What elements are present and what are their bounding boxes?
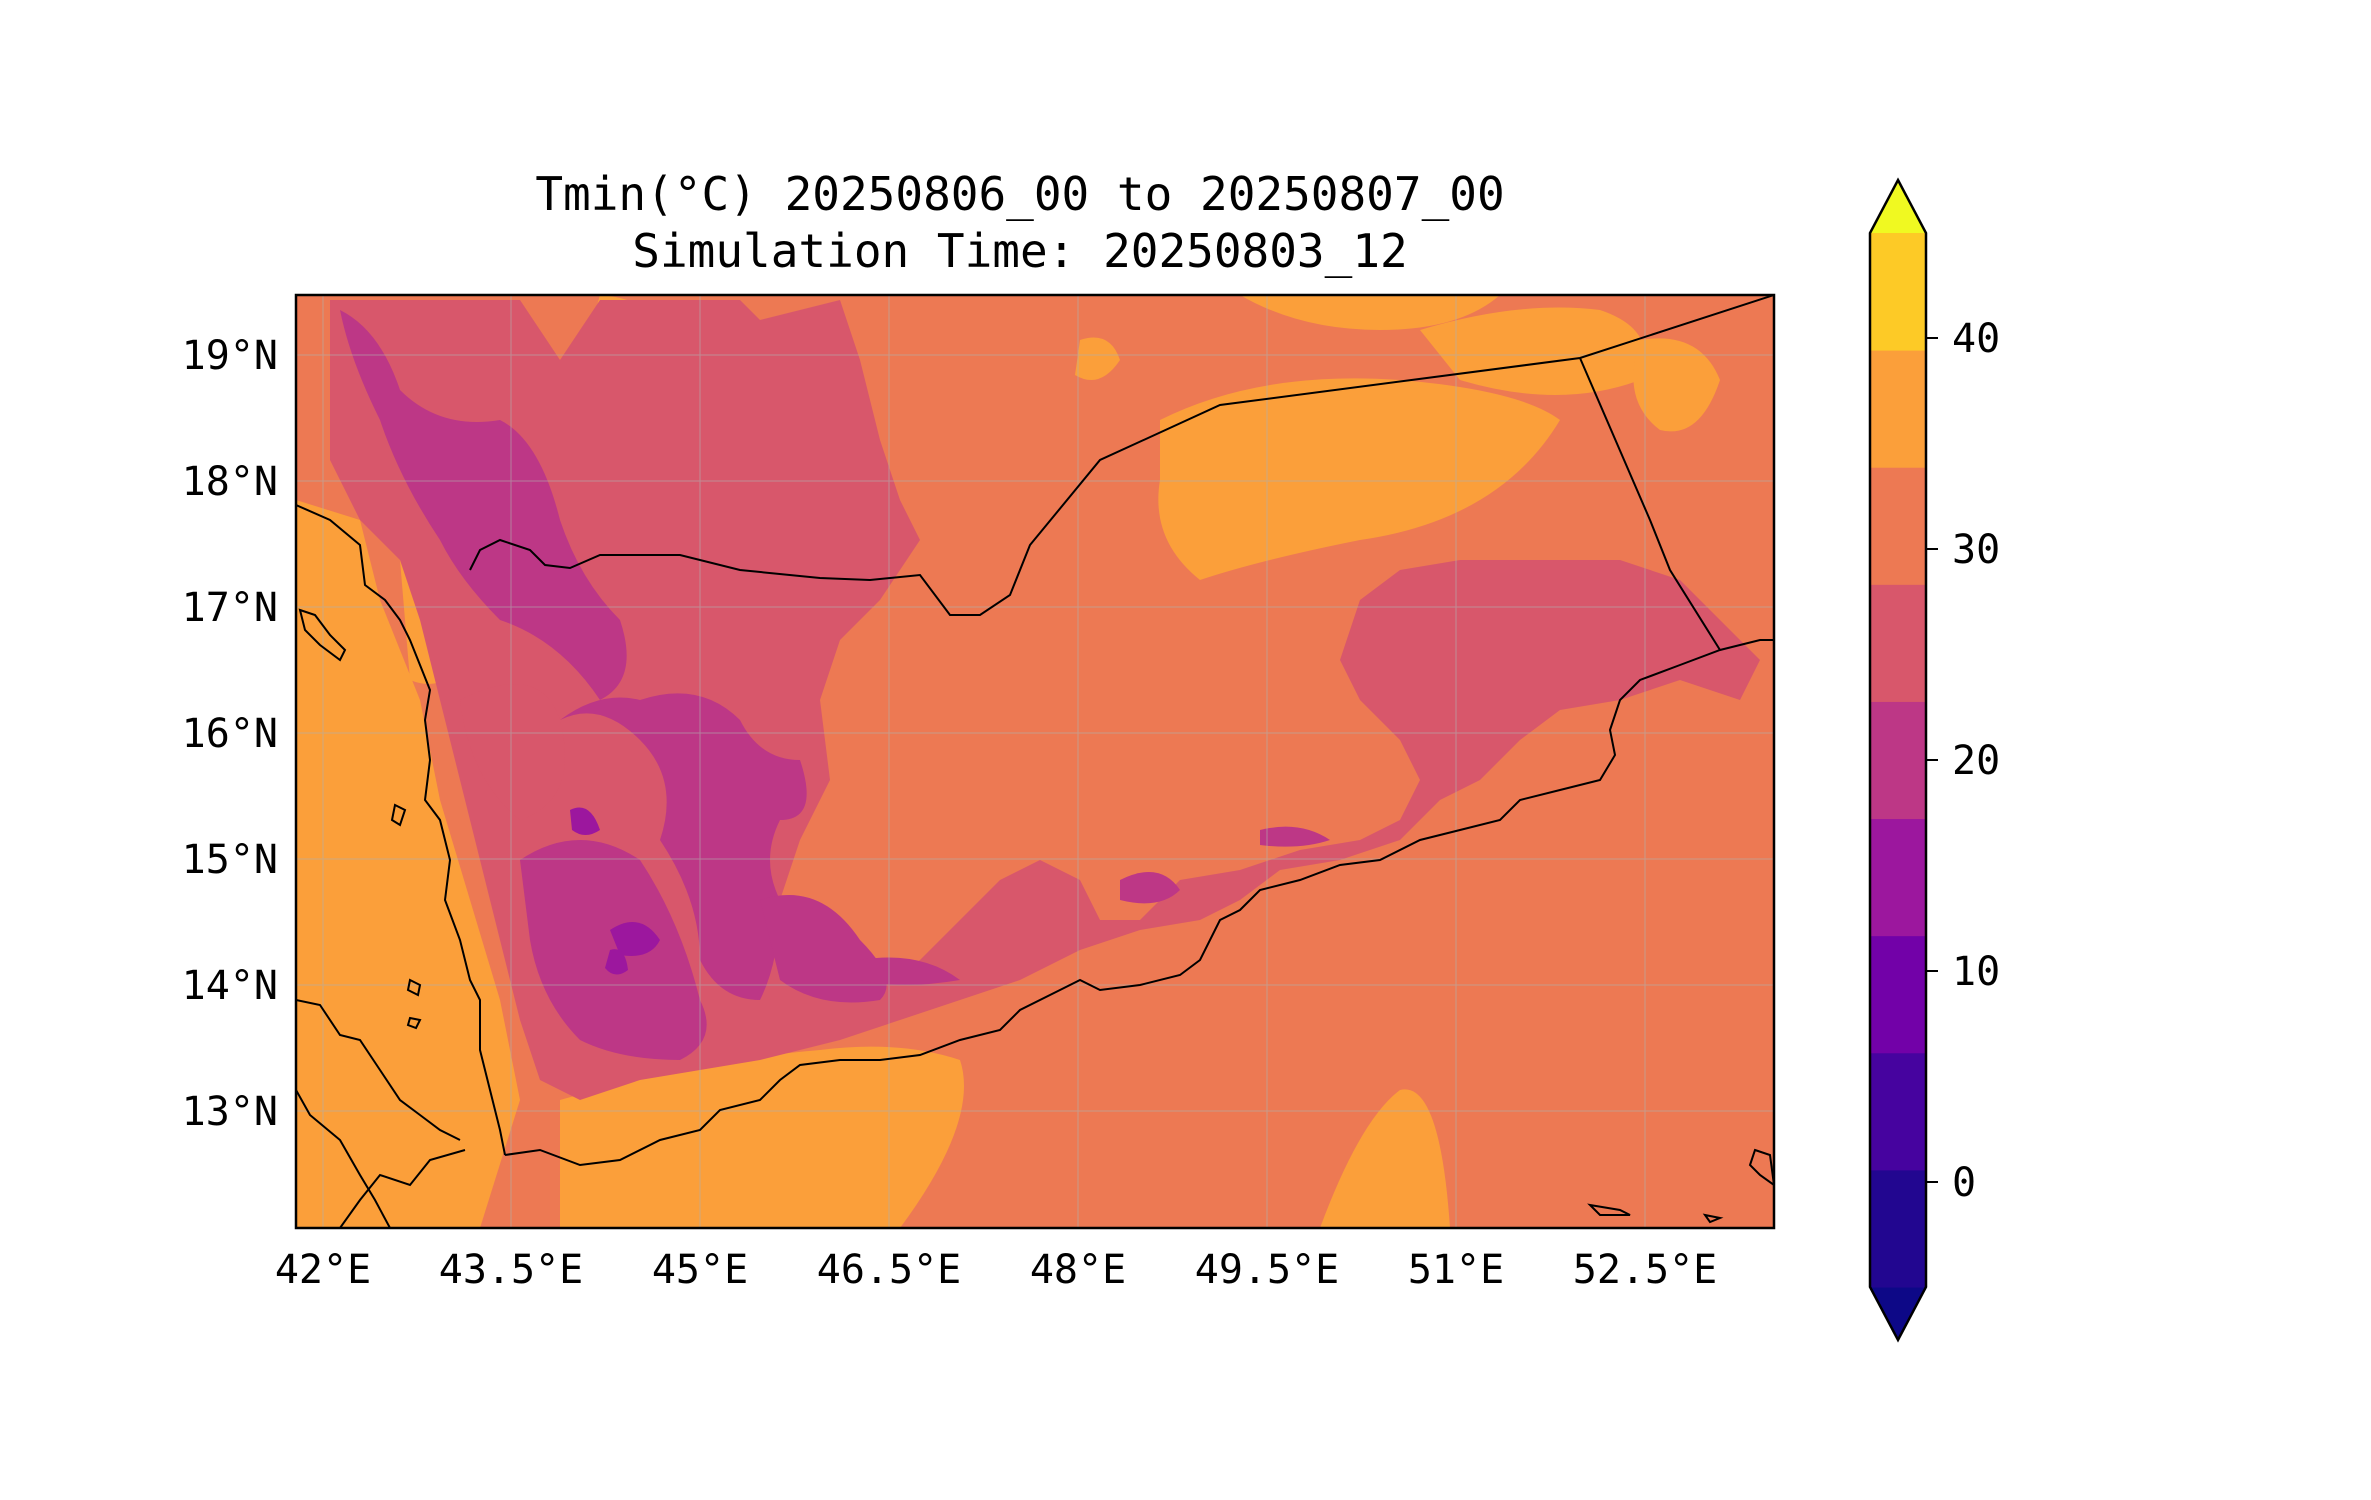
x-tick-label: 45°E bbox=[652, 1247, 748, 1293]
colorbar-outline bbox=[1868, 177, 1928, 1343]
x-tick-label: 46.5°E bbox=[817, 1247, 962, 1293]
title-line-1: Tmin(°C) 20250806_00 to 20250807_00 bbox=[535, 167, 1504, 221]
y-axis-ticks: 19°N 18°N 17°N 16°N 15°N 14°N 13°N bbox=[182, 333, 278, 1135]
y-tick-label: 13°N bbox=[182, 1089, 278, 1135]
x-tick-label: 48°E bbox=[1030, 1247, 1126, 1293]
colorbar-segment bbox=[1870, 584, 1926, 702]
y-tick-label: 18°N bbox=[182, 459, 278, 505]
coastlines-borders bbox=[296, 295, 1774, 1228]
colorbar-segment bbox=[1870, 233, 1926, 351]
colorbar-extend-min bbox=[1870, 1287, 1926, 1340]
x-tick-label: 49.5°E bbox=[1195, 1247, 1340, 1293]
y-tick-label: 19°N bbox=[182, 333, 278, 379]
colorbar-segments bbox=[1870, 180, 1926, 1340]
field-10-15 bbox=[570, 807, 660, 975]
colorbar-segment bbox=[1870, 467, 1926, 585]
colorbar-segment bbox=[1870, 1052, 1926, 1171]
colorbar-tick-label: 0 bbox=[1952, 1160, 1976, 1206]
colorbar-tick-label: 20 bbox=[1952, 738, 2000, 784]
colorbar-tick-label: 40 bbox=[1952, 316, 2000, 362]
x-tick-label: 43.5°E bbox=[439, 1247, 584, 1293]
map-frame bbox=[294, 293, 1776, 1230]
colorbar-extend-max bbox=[1870, 180, 1926, 233]
x-axis-ticks: 42°E 43.5°E 45°E 46.5°E 48°E 49.5°E 51°E… bbox=[275, 1247, 1717, 1293]
y-tick-label: 14°N bbox=[182, 963, 278, 1009]
y-tick-label: 16°N bbox=[182, 711, 278, 757]
colorbar: 0 10 20 30 40 bbox=[1868, 177, 2000, 1343]
colorbar-ticks: 0 10 20 30 40 bbox=[1926, 316, 2000, 1206]
field-20-25 bbox=[330, 300, 1760, 1100]
colorbar-segment bbox=[1870, 701, 1926, 820]
map-panel bbox=[296, 295, 1774, 1228]
gridlines bbox=[296, 295, 1774, 1228]
colorbar-segment bbox=[1870, 1169, 1926, 1288]
y-tick-label: 17°N bbox=[182, 585, 278, 631]
x-tick-label: 51°E bbox=[1408, 1247, 1504, 1293]
x-tick-label: 42°E bbox=[275, 1247, 371, 1293]
y-tick-label: 15°N bbox=[182, 837, 278, 883]
colorbar-segment bbox=[1870, 818, 1926, 937]
colorbar-tick-label: 10 bbox=[1952, 949, 2000, 995]
colorbar-segment bbox=[1870, 350, 1926, 468]
colorbar-tick-label: 30 bbox=[1952, 527, 2000, 573]
x-tick-label: 52.5°E bbox=[1573, 1247, 1718, 1293]
title-line-2: Simulation Time: 20250803_12 bbox=[632, 224, 1407, 278]
colorbar-segment bbox=[1870, 935, 1926, 1054]
